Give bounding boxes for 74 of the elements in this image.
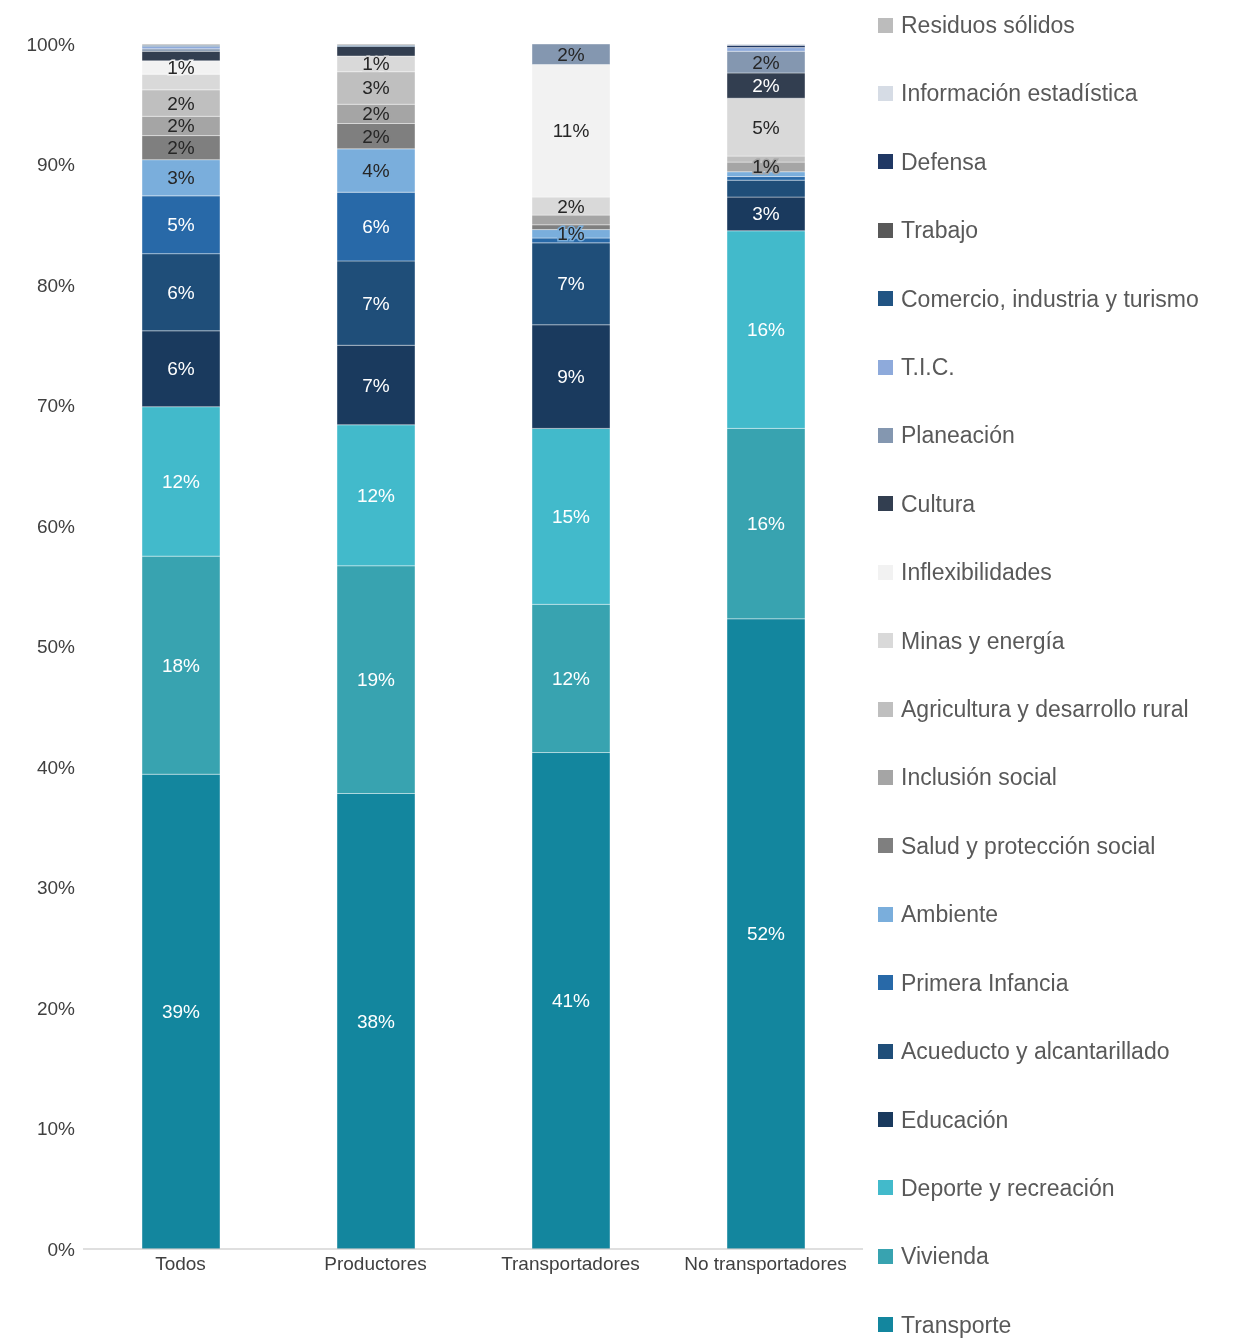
data-label: 12% — [551, 667, 591, 689]
legend-label: Acueducto y alcantarillado — [901, 1037, 1170, 1067]
data-label: 15% — [551, 505, 591, 527]
data-label: 12% — [161, 470, 201, 492]
data-label: 3% — [752, 203, 780, 225]
y-tick-label: 80% — [36, 274, 76, 296]
data-label: 2% — [557, 195, 585, 217]
x-tick-label: Todos — [155, 1253, 206, 1275]
legend-label: Planeación — [901, 421, 1015, 451]
y-tick-label: 0% — [47, 1238, 76, 1260]
data-label: 3% — [362, 77, 390, 99]
legend-label: Inclusión social — [901, 763, 1057, 793]
data-label: 2% — [752, 51, 780, 73]
data-label: 7% — [557, 273, 585, 295]
data-label: 19% — [356, 669, 396, 691]
data-label: 1% — [167, 57, 195, 78]
data-label: 41% — [551, 990, 591, 1012]
y-tick-label: 90% — [36, 154, 76, 176]
data-label: 39% — [161, 1001, 201, 1023]
data-label: 1% — [752, 156, 780, 178]
legend-label: Trabajo — [901, 216, 979, 246]
data-label: 2% — [362, 103, 390, 125]
legend-label: Transporte — [901, 1310, 1012, 1339]
y-tick-label: 40% — [36, 756, 76, 778]
data-label: 11% — [552, 120, 590, 142]
data-label: 38% — [356, 1010, 396, 1032]
y-tick-label: 60% — [36, 515, 76, 537]
y-tick-label: 50% — [36, 636, 76, 658]
y-tick-label: 10% — [36, 1118, 76, 1140]
data-label: 6% — [167, 281, 195, 303]
legend-label: Inflexibilidades — [901, 558, 1052, 588]
data-label: 7% — [362, 374, 390, 396]
data-label: 12% — [356, 484, 396, 506]
legend-label: Información estadística — [901, 79, 1138, 109]
y-tick-label: 20% — [36, 997, 76, 1019]
x-tick-label: No transportadores — [684, 1253, 847, 1275]
legend-label: Educación — [901, 1105, 1009, 1135]
x-tick-label: Transportadores — [501, 1253, 640, 1275]
legend-label: T.I.C. — [901, 353, 955, 383]
data-label: 16% — [746, 513, 786, 535]
data-label: 18% — [161, 654, 201, 676]
data-label: 5% — [167, 214, 195, 236]
x-tick-label: Productores — [324, 1253, 427, 1275]
data-label: 1% — [362, 53, 390, 75]
legend-label: Salud y protección social — [901, 831, 1156, 861]
legend-label: Vivienda — [901, 1242, 989, 1272]
data-label: 1% — [557, 223, 585, 245]
legend-label: Cultura — [901, 489, 976, 519]
data-label: 2% — [557, 43, 585, 65]
data-label: 2% — [167, 137, 195, 159]
data-label: 6% — [362, 216, 390, 238]
y-tick-label: 70% — [36, 395, 76, 417]
data-label: 52% — [746, 923, 786, 945]
data-label: 9% — [557, 366, 585, 388]
legend-label: Defensa — [901, 147, 987, 177]
data-label: 7% — [362, 292, 390, 314]
y-tick-label: 100% — [26, 33, 76, 55]
legend-label: Deporte y recreación — [901, 1173, 1115, 1203]
data-label: 2% — [167, 92, 195, 114]
data-label: 16% — [746, 319, 786, 341]
legend-label: Primera Infancia — [901, 968, 1069, 998]
legend-label: Ambiente — [901, 900, 999, 930]
data-label: 2% — [167, 115, 195, 137]
data-label: 2% — [752, 75, 780, 97]
data-label: 4% — [362, 160, 390, 182]
legend-label: Agricultura y desarrollo rural — [901, 695, 1189, 725]
data-label: 6% — [167, 358, 195, 380]
legend-label: Comercio, industria y turismo — [901, 284, 1199, 314]
data-label: 2% — [362, 125, 390, 147]
legend-label: Minas y energía — [901, 626, 1065, 656]
legend-label: Residuos sólidos — [901, 11, 1075, 40]
data-label: 5% — [752, 116, 780, 138]
data-label: 3% — [167, 167, 195, 189]
y-tick-label: 30% — [36, 877, 76, 899]
